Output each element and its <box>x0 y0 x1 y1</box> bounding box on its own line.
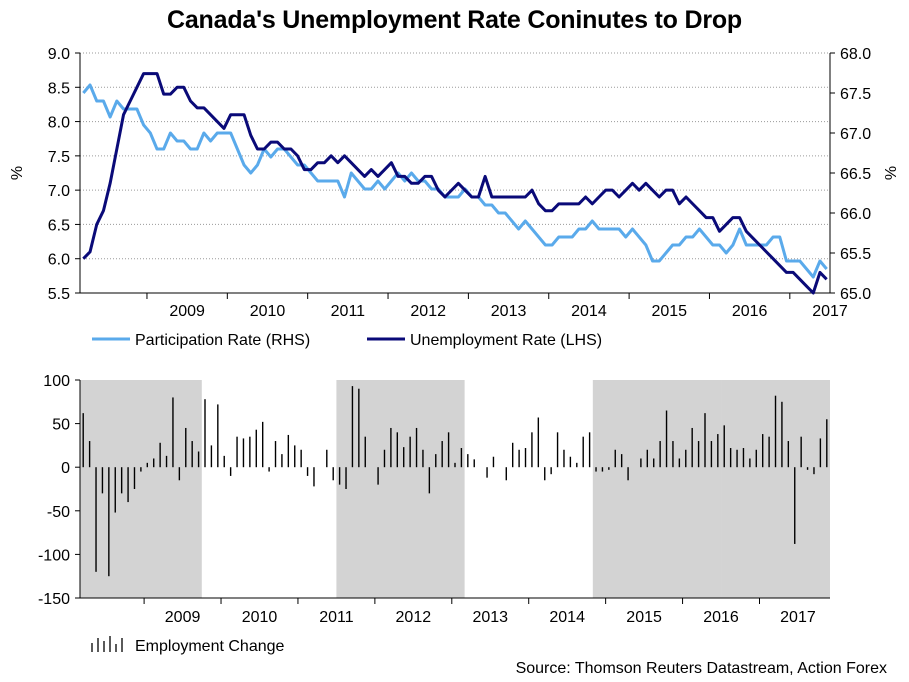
x-tick-label: 2017 <box>812 303 848 320</box>
x-tick-label: 2012 <box>396 609 432 626</box>
x-tick-label: 2009 <box>169 303 205 320</box>
y-tick-label: 0 <box>61 460 70 477</box>
chart-title: Canada's Unemployment Rate Coninutes to … <box>167 6 742 34</box>
y-tick-label-left: 9.0 <box>48 46 70 63</box>
x-tick-label: 2011 <box>331 303 366 320</box>
y-axis-title-left: % <box>9 166 26 180</box>
y-tick-label-left: 8.0 <box>48 115 70 132</box>
y-tick-label: 100 <box>43 373 70 390</box>
x-tick-label: 2010 <box>250 303 286 320</box>
shaded-period <box>80 380 202 598</box>
shaded-period <box>592 380 722 598</box>
x-tick-label: 2014 <box>549 609 585 626</box>
x-tick-label: 2017 <box>780 609 816 626</box>
y-tick-label: -100 <box>38 547 70 564</box>
source-note: Source: Thomson Reuters Datastream, Acti… <box>515 660 887 677</box>
top-line-chart: 9.0 8.5 8.0 7.5 7.0 6.5 6.0 5.5 68.0 67.5 67.0 66.5… <box>9 46 900 349</box>
x-tick-label: 2013 <box>472 609 508 626</box>
x-tick-label: 2010 <box>242 609 278 626</box>
y-tick-label-left: 8.5 <box>48 80 70 97</box>
y-tick-label-right: 65.0 <box>840 286 871 303</box>
y-tick-label-right: 65.5 <box>840 246 871 263</box>
y-tick-label-left: 6.5 <box>48 217 70 234</box>
y-tick-label-left: 6.0 <box>48 252 70 269</box>
x-tick-label: 2016 <box>703 609 739 626</box>
y-tick-label: -50 <box>47 504 70 521</box>
y-tick-label-left: 7.5 <box>48 149 70 166</box>
y-tick-label-right: 68.0 <box>840 46 871 63</box>
x-tick-label: 2013 <box>491 303 527 320</box>
y-tick-label-right: 67.0 <box>840 126 871 143</box>
x-tick-label: 2014 <box>571 303 607 320</box>
bottom-bar-chart: 100 50 0 -50 -100 -150 2009 2010 2011 2012 2013 201… <box>38 373 830 655</box>
legend-label-unemployment: Unemployment Rate (LHS) <box>410 332 602 349</box>
y-tick-label-right: 67.5 <box>840 86 871 103</box>
x-tick-label: 2009 <box>165 609 201 626</box>
y-tick-label-right: 66.0 <box>840 206 871 223</box>
y-tick-label: 50 <box>52 417 70 434</box>
unemployment-rate-line <box>82 72 828 295</box>
legend-label-participation: Participation Rate (RHS) <box>135 332 310 349</box>
y-tick-label-right: 66.5 <box>840 166 871 183</box>
y-axis-title-right: % <box>883 166 900 180</box>
x-tick-label: 2012 <box>410 303 446 320</box>
y-tick-label-left: 7.0 <box>48 183 70 200</box>
participation-rate-line <box>82 83 828 279</box>
y-tick-label-left: 5.5 <box>48 286 70 303</box>
shaded-period <box>336 380 465 598</box>
x-tick-label: 2015 <box>626 609 662 626</box>
legend-label-employment-change: Employment Change <box>135 638 285 655</box>
x-tick-label: 2015 <box>651 303 687 320</box>
x-tick-label: 2016 <box>732 303 768 320</box>
x-tick-label: 2011 <box>319 609 354 626</box>
y-tick-label: -150 <box>38 591 70 608</box>
